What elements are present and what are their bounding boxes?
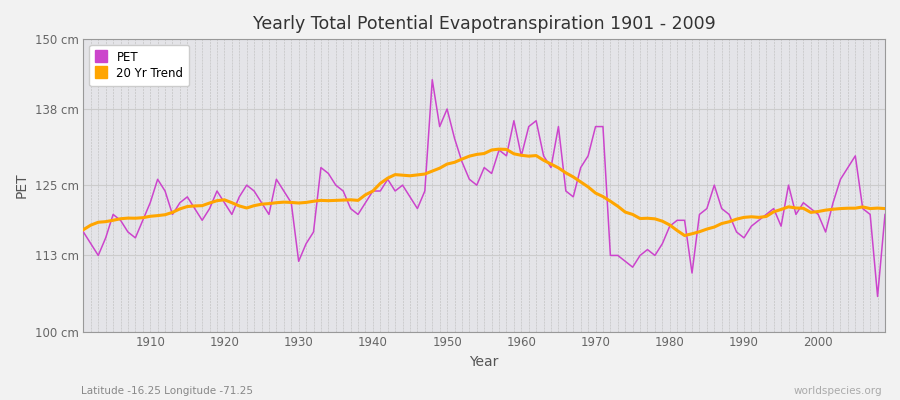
Legend: PET, 20 Yr Trend: PET, 20 Yr Trend — [89, 45, 189, 86]
Text: Latitude -16.25 Longitude -71.25: Latitude -16.25 Longitude -71.25 — [81, 386, 253, 396]
Y-axis label: PET: PET — [15, 172, 29, 198]
Text: worldspecies.org: worldspecies.org — [794, 386, 882, 396]
Title: Yearly Total Potential Evapotranspiration 1901 - 2009: Yearly Total Potential Evapotranspiratio… — [253, 15, 716, 33]
X-axis label: Year: Year — [470, 355, 499, 369]
